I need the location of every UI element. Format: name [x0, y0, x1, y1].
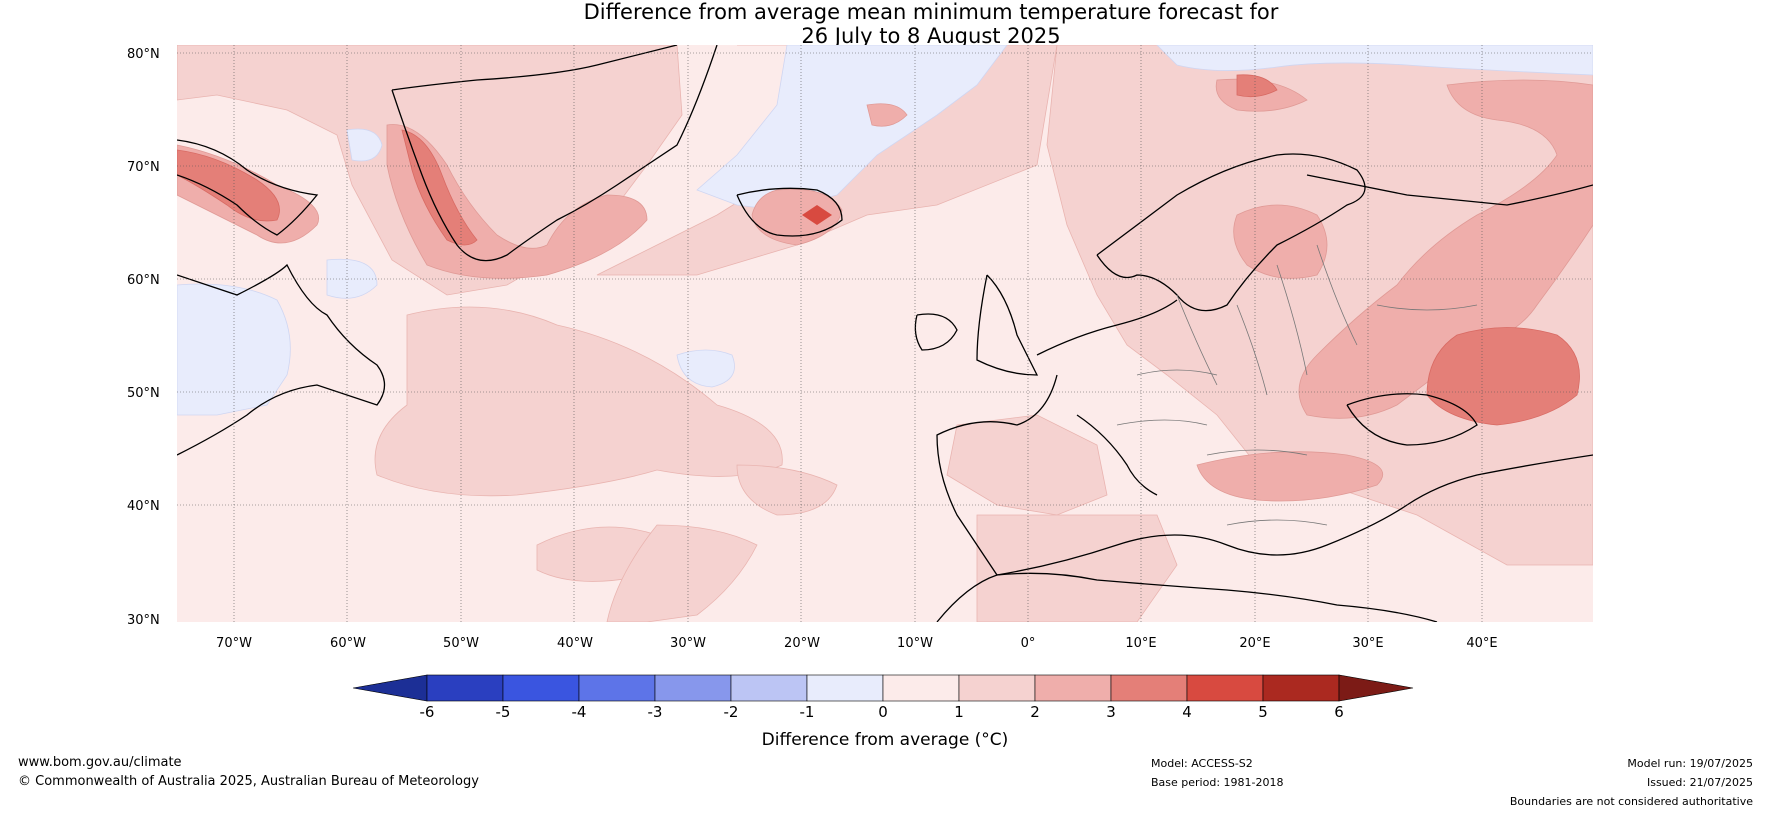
lon-label-30w: 30°W — [670, 636, 706, 651]
anomaly-field-3-4 — [177, 74, 1580, 426]
title-line-2: 26 July to 8 August 2025 — [801, 24, 1061, 48]
temperature-anomaly-map — [177, 45, 1593, 622]
lat-label-30n: 30°N — [127, 613, 160, 628]
colorbar-segment — [730, 674, 808, 702]
lon-label-0: 0° — [1020, 636, 1036, 651]
base-period-text: Base period: 1981-2018 — [1151, 776, 1284, 789]
colorbar-arrow-high — [1338, 674, 1414, 702]
map-canvas — [177, 45, 1593, 622]
model-run-text: Model run: 19/07/2025 — [1627, 757, 1753, 770]
lon-label-20w: 20°W — [784, 636, 820, 651]
copyright-text: © Commonwealth of Australia 2025, Austra… — [18, 774, 479, 789]
anomaly-field-neg — [177, 45, 1593, 416]
colorbar-segment — [1186, 674, 1264, 702]
colorbar-segment — [654, 674, 732, 702]
colorbar-tick-label: 3 — [1106, 703, 1116, 721]
colorbar-segment — [1110, 674, 1188, 702]
colorbar-segment — [578, 674, 656, 702]
colorbar-tick-label: 2 — [1030, 703, 1040, 721]
colorbar-tick-label: 5 — [1258, 703, 1268, 721]
colorbar-tick-label: -6 — [419, 703, 435, 721]
colorbar-segment — [958, 674, 1036, 702]
colorbar-segment — [502, 674, 580, 702]
coastlines — [177, 45, 1593, 622]
lon-label-60w: 60°W — [330, 636, 366, 651]
colorbar-tick-label: -4 — [571, 703, 587, 721]
lon-label-40e: 40°E — [1466, 636, 1498, 651]
country-borders — [1116, 244, 1478, 526]
website-link[interactable]: www.bom.gov.au/climate — [18, 755, 182, 770]
colorbar-tick-label: 0 — [878, 703, 888, 721]
lat-label-70n: 70°N — [127, 160, 160, 175]
lat-label-80n: 80°N — [127, 47, 160, 62]
colorbar-tick-label: -5 — [495, 703, 511, 721]
disclaimer-text: Boundaries are not considered authoritat… — [1509, 795, 1753, 808]
lat-label-40n: 40°N — [127, 499, 160, 514]
lat-label-50n: 50°N — [127, 386, 160, 401]
colorbar-tick-label: -1 — [799, 703, 815, 721]
issued-text: Issued: 21/07/2025 — [1646, 776, 1753, 789]
lon-label-50w: 50°W — [443, 636, 479, 651]
colorbar-segment — [806, 674, 884, 702]
lon-label-30e: 30°E — [1352, 636, 1384, 651]
lon-label-10e: 10°E — [1125, 636, 1157, 651]
chart-title: Difference from average mean minimum tem… — [0, 0, 1770, 48]
colorbar-tick-label: 1 — [954, 703, 964, 721]
colorbar-segment — [1034, 674, 1112, 702]
lat-label-60n: 60°N — [127, 273, 160, 288]
model-text: Model: ACCESS-S2 — [1151, 757, 1253, 770]
colorbar-tick-label: -3 — [647, 703, 663, 721]
colorbar-tick-label: 6 — [1334, 703, 1344, 721]
lon-label-20e: 20°E — [1239, 636, 1271, 651]
graticule — [177, 45, 1593, 622]
colorbar-arrow-low — [353, 674, 428, 702]
colorbar-segment — [1262, 674, 1340, 702]
lon-label-70w: 70°W — [216, 636, 252, 651]
colorbar-tick-label: 4 — [1182, 703, 1192, 721]
colorbar-segment — [882, 674, 960, 702]
lon-label-40w: 40°W — [557, 636, 593, 651]
lon-label-10w: 10°W — [897, 636, 933, 651]
colorbar-label: Difference from average (°C) — [761, 730, 1009, 750]
title-line-1: Difference from average mean minimum tem… — [583, 0, 1279, 24]
colorbar-segment — [426, 674, 504, 702]
anomaly-field-4-5 — [802, 205, 832, 225]
colorbar-segments — [353, 674, 1414, 702]
colorbar-tick-label: -2 — [723, 703, 739, 721]
colorbar — [353, 674, 1414, 702]
